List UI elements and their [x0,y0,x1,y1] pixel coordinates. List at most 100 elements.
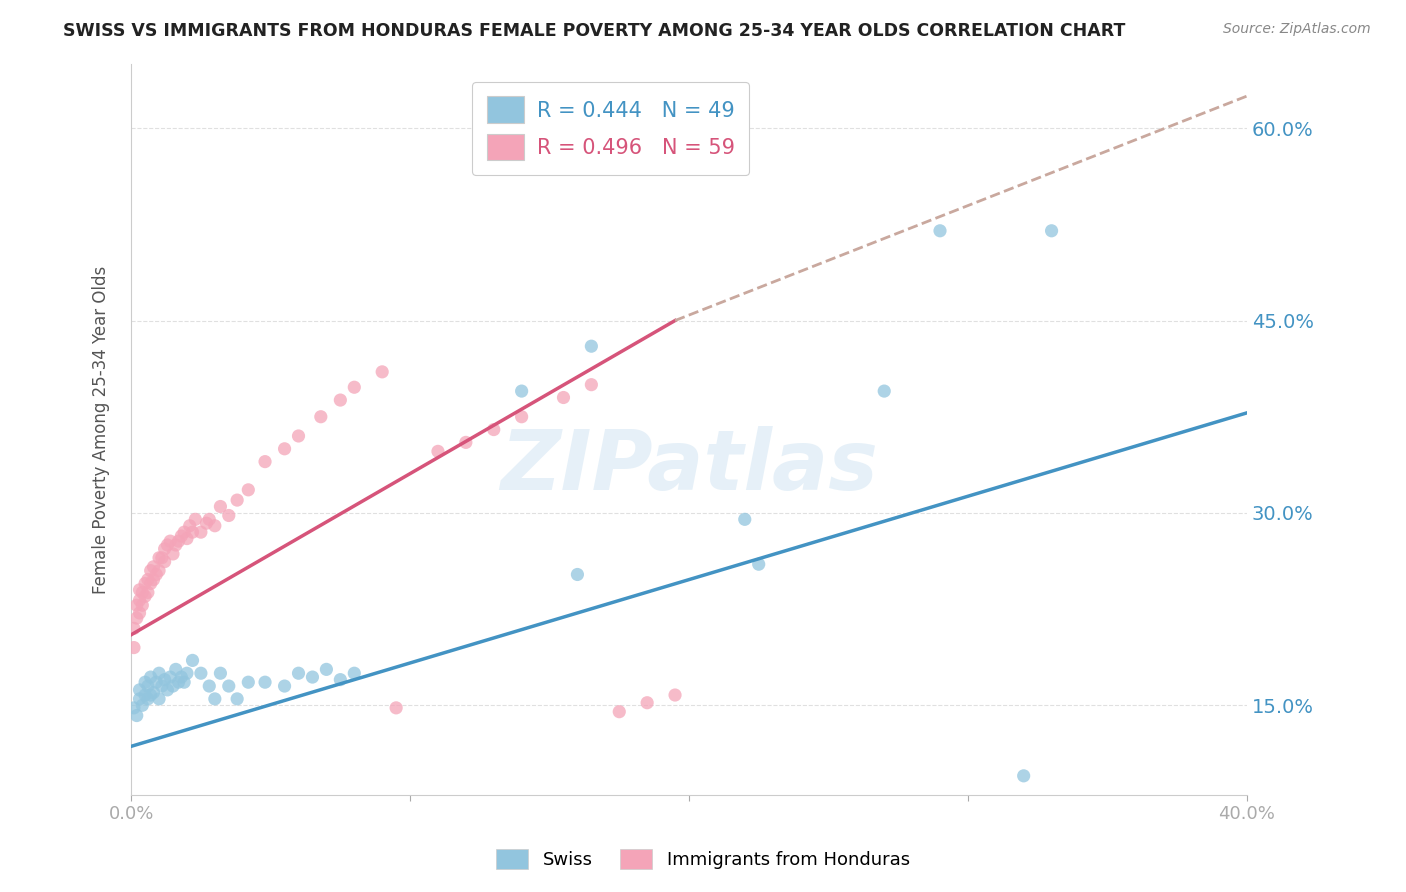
Point [139,576,162,591]
Point [343,380,366,394]
Point [128,606,150,620]
Text: Source: ZipAtlas.com: Source: ZipAtlas.com [1223,22,1371,37]
Point [159,670,181,684]
Y-axis label: Female Poverty Among 25-34 Year Olds: Female Poverty Among 25-34 Year Olds [93,266,110,594]
Point [134,675,156,690]
Point [482,423,505,437]
Point [142,559,165,574]
Point [454,435,477,450]
Point [238,483,260,497]
Point [122,640,145,655]
Point [142,685,165,699]
Point [125,708,148,723]
Point [176,532,198,546]
Point [153,555,176,569]
Point [315,662,337,676]
Point [209,500,232,514]
Point [198,512,221,526]
Point [734,512,756,526]
Point [426,444,449,458]
Point [371,365,394,379]
Point [136,573,159,587]
Point [329,673,352,687]
Point [125,599,148,613]
Point [929,224,952,238]
Point [139,670,162,684]
Point [273,442,295,456]
Point [125,611,148,625]
Point [148,691,170,706]
Text: ZIPatlas: ZIPatlas [501,425,877,507]
Point [553,391,575,405]
Point [131,698,153,713]
Point [145,675,167,690]
Point [218,508,240,523]
Point [748,558,770,572]
Point [156,538,179,552]
Point [134,688,156,702]
Point [136,679,159,693]
Point [204,691,226,706]
Text: SWISS VS IMMIGRANTS FROM HONDURAS FEMALE POVERTY AMONG 25-34 YEAR OLDS CORRELATI: SWISS VS IMMIGRANTS FROM HONDURAS FEMALE… [63,22,1126,40]
Point [153,541,176,556]
Point [510,409,533,424]
Point [131,585,153,599]
Point [167,675,190,690]
Point [309,409,332,424]
Point [150,550,173,565]
Point [134,589,156,603]
Point [636,696,658,710]
Point [148,564,170,578]
Point [1040,224,1063,238]
Point [173,675,195,690]
Point [136,691,159,706]
Point [873,384,896,398]
Point [173,525,195,540]
Point [273,679,295,693]
Point [145,567,167,582]
Point [128,582,150,597]
Point [153,673,176,687]
Point [664,688,686,702]
Point [179,518,201,533]
Point [134,576,156,591]
Point [165,662,187,676]
Point [226,493,249,508]
Point [226,691,249,706]
Point [162,547,184,561]
Point [195,516,218,531]
Point [581,339,603,353]
Legend: Swiss, Immigrants from Honduras: Swiss, Immigrants from Honduras [486,839,920,879]
Point [167,534,190,549]
Point [142,573,165,587]
Point [209,666,232,681]
Point [238,675,260,690]
Point [148,666,170,681]
Point [218,679,240,693]
Point [170,670,193,684]
Point [567,567,589,582]
Point [581,377,603,392]
Point [385,701,408,715]
Point [162,679,184,693]
Point [181,653,204,667]
Point [122,701,145,715]
Point [254,455,277,469]
Point [343,666,366,681]
Point [287,666,309,681]
Legend: R = 0.444   N = 49, R = 0.496   N = 59: R = 0.444 N = 49, R = 0.496 N = 59 [472,82,749,175]
Point [139,564,162,578]
Point [128,682,150,697]
Point [128,691,150,706]
Point [190,666,212,681]
Point [181,525,204,540]
Point [607,705,630,719]
Point [329,393,352,408]
Point [131,599,153,613]
Point [150,679,173,693]
Point [128,593,150,607]
Point [190,525,212,540]
Point [176,666,198,681]
Point [254,675,277,690]
Point [1012,769,1035,783]
